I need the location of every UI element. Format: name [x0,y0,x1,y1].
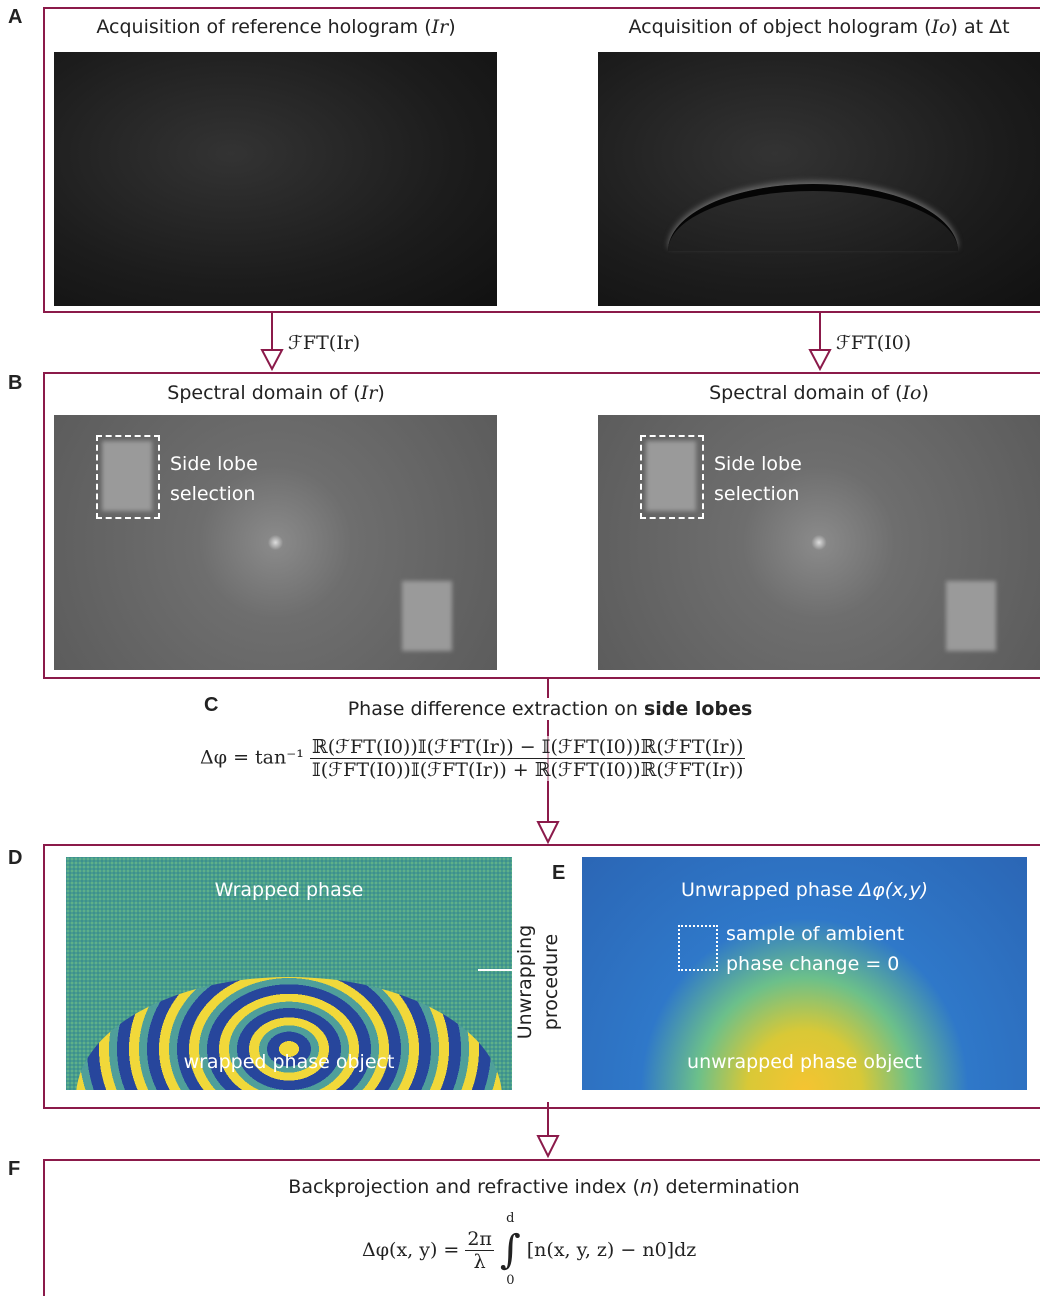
text: Unwrapped phase [681,879,859,901]
panel-title: Acquisition of object hologram (Io) at Δ… [598,16,1040,38]
panel-title: Phase difference extraction on side lobe… [300,698,800,720]
integral-sign: ∫ [500,1226,521,1274]
page: {"panels":{"a":"A","b":"B","c":"C","d":"… [0,0,1040,1296]
transform-label: ℱFT(Ir) [288,332,360,354]
symbol: Io [903,382,922,404]
text: Backprojection and refractive index ( [288,1176,640,1198]
text: procedure [538,862,564,1102]
arrow-head [262,350,282,369]
equation: Δφ = tan⁻¹ ℝ(ℱFT(I0))𝕀(ℱFT(Ir)) − 𝕀(ℱFT(… [200,736,745,781]
panel-label: E [552,862,565,885]
panel-title: Spectral domain of (Io) [598,382,1040,404]
upper-limit: d [506,1212,514,1226]
text: ) determination [652,1176,800,1198]
arrow-head [810,350,830,369]
panel-title: Acquisition of reference hologram (Ir) [54,16,498,38]
object-trace [668,184,958,251]
text: Side lobe [714,449,802,479]
panel-label: A [8,6,22,29]
text: Phase difference extraction on [348,698,644,720]
side-lobe [946,581,996,651]
eq-lhs: Δφ(x, y) = [362,1239,459,1261]
integrand: [n(x, y, z) − n0]dz [527,1239,696,1261]
selection-box [96,435,160,519]
text: ) at Δt [951,16,1010,38]
denominator: 𝕀(ℱFT(I0))𝕀(ℱFT(Ir)) + ℝ(ℱFT(I0))ℝ(ℱFT(I… [310,759,746,781]
object-hologram [598,52,1040,306]
text: ) [377,382,384,404]
symbol: Io [932,16,951,38]
arrow-head [538,1136,558,1156]
text: selection [170,479,258,509]
panel-label: C [204,694,218,717]
lower-limit: 0 [506,1274,514,1288]
arrow-head [538,822,558,842]
symbol: n [640,1176,652,1198]
panel-title: Backprojection and refractive index (n) … [44,1176,1040,1198]
panel-label: B [8,372,22,395]
wrapped-object [76,977,502,1090]
text: Acquisition of object hologram ( [628,16,931,38]
text: phase change = 0 [726,949,904,979]
wrapped-phase: Wrapped phase wrapped phase object [66,857,512,1090]
text: Spectral domain of ( [709,382,902,404]
symbol: Δφ(x,y) [859,879,928,901]
text: Unwrapping [512,862,538,1102]
transform-label: ℱFT(I0) [836,332,911,354]
symbol: Ir [432,16,449,38]
text: ) [921,382,928,404]
panel-label: D [8,847,22,870]
image-caption: wrapped phase object [66,1051,512,1073]
side-lobe [402,581,452,651]
eq-lhs: Δφ = tan⁻¹ [200,747,304,769]
selection-box [640,435,704,519]
sample-box [678,925,718,971]
denominator: λ [465,1251,494,1273]
numerator: ℝ(ℱFT(I0))𝕀(ℱFT(Ir)) − 𝕀(ℱFT(I0))ℝ(ℱFT(I… [310,736,746,759]
emphasis: side lobes [644,698,752,720]
symbol: Ir [361,382,378,404]
image-title: Unwrapped phase Δφ(x,y) [582,879,1027,901]
image-caption: unwrapped phase object [582,1051,1027,1073]
reference-hologram [54,52,497,306]
integral: d∫0 [500,1212,521,1288]
text: Acquisition of reference hologram ( [96,16,431,38]
text: sample of ambient [726,919,904,949]
text: selection [714,479,802,509]
unwrapped-phase: Unwrapped phase Δφ(x,y) sample of ambien… [582,857,1027,1090]
text: Side lobe [170,449,258,479]
text: Spectral domain of ( [167,382,360,404]
panel-title: Spectral domain of (Ir) [54,382,498,404]
text: ) [448,16,455,38]
numerator: 2π [465,1228,494,1251]
image-title: Wrapped phase [66,879,512,901]
panel-label: F [8,1158,20,1181]
fraction: ℝ(ℱFT(I0))𝕀(ℱFT(Ir)) − 𝕀(ℱFT(I0))ℝ(ℱFT(I… [310,736,746,781]
